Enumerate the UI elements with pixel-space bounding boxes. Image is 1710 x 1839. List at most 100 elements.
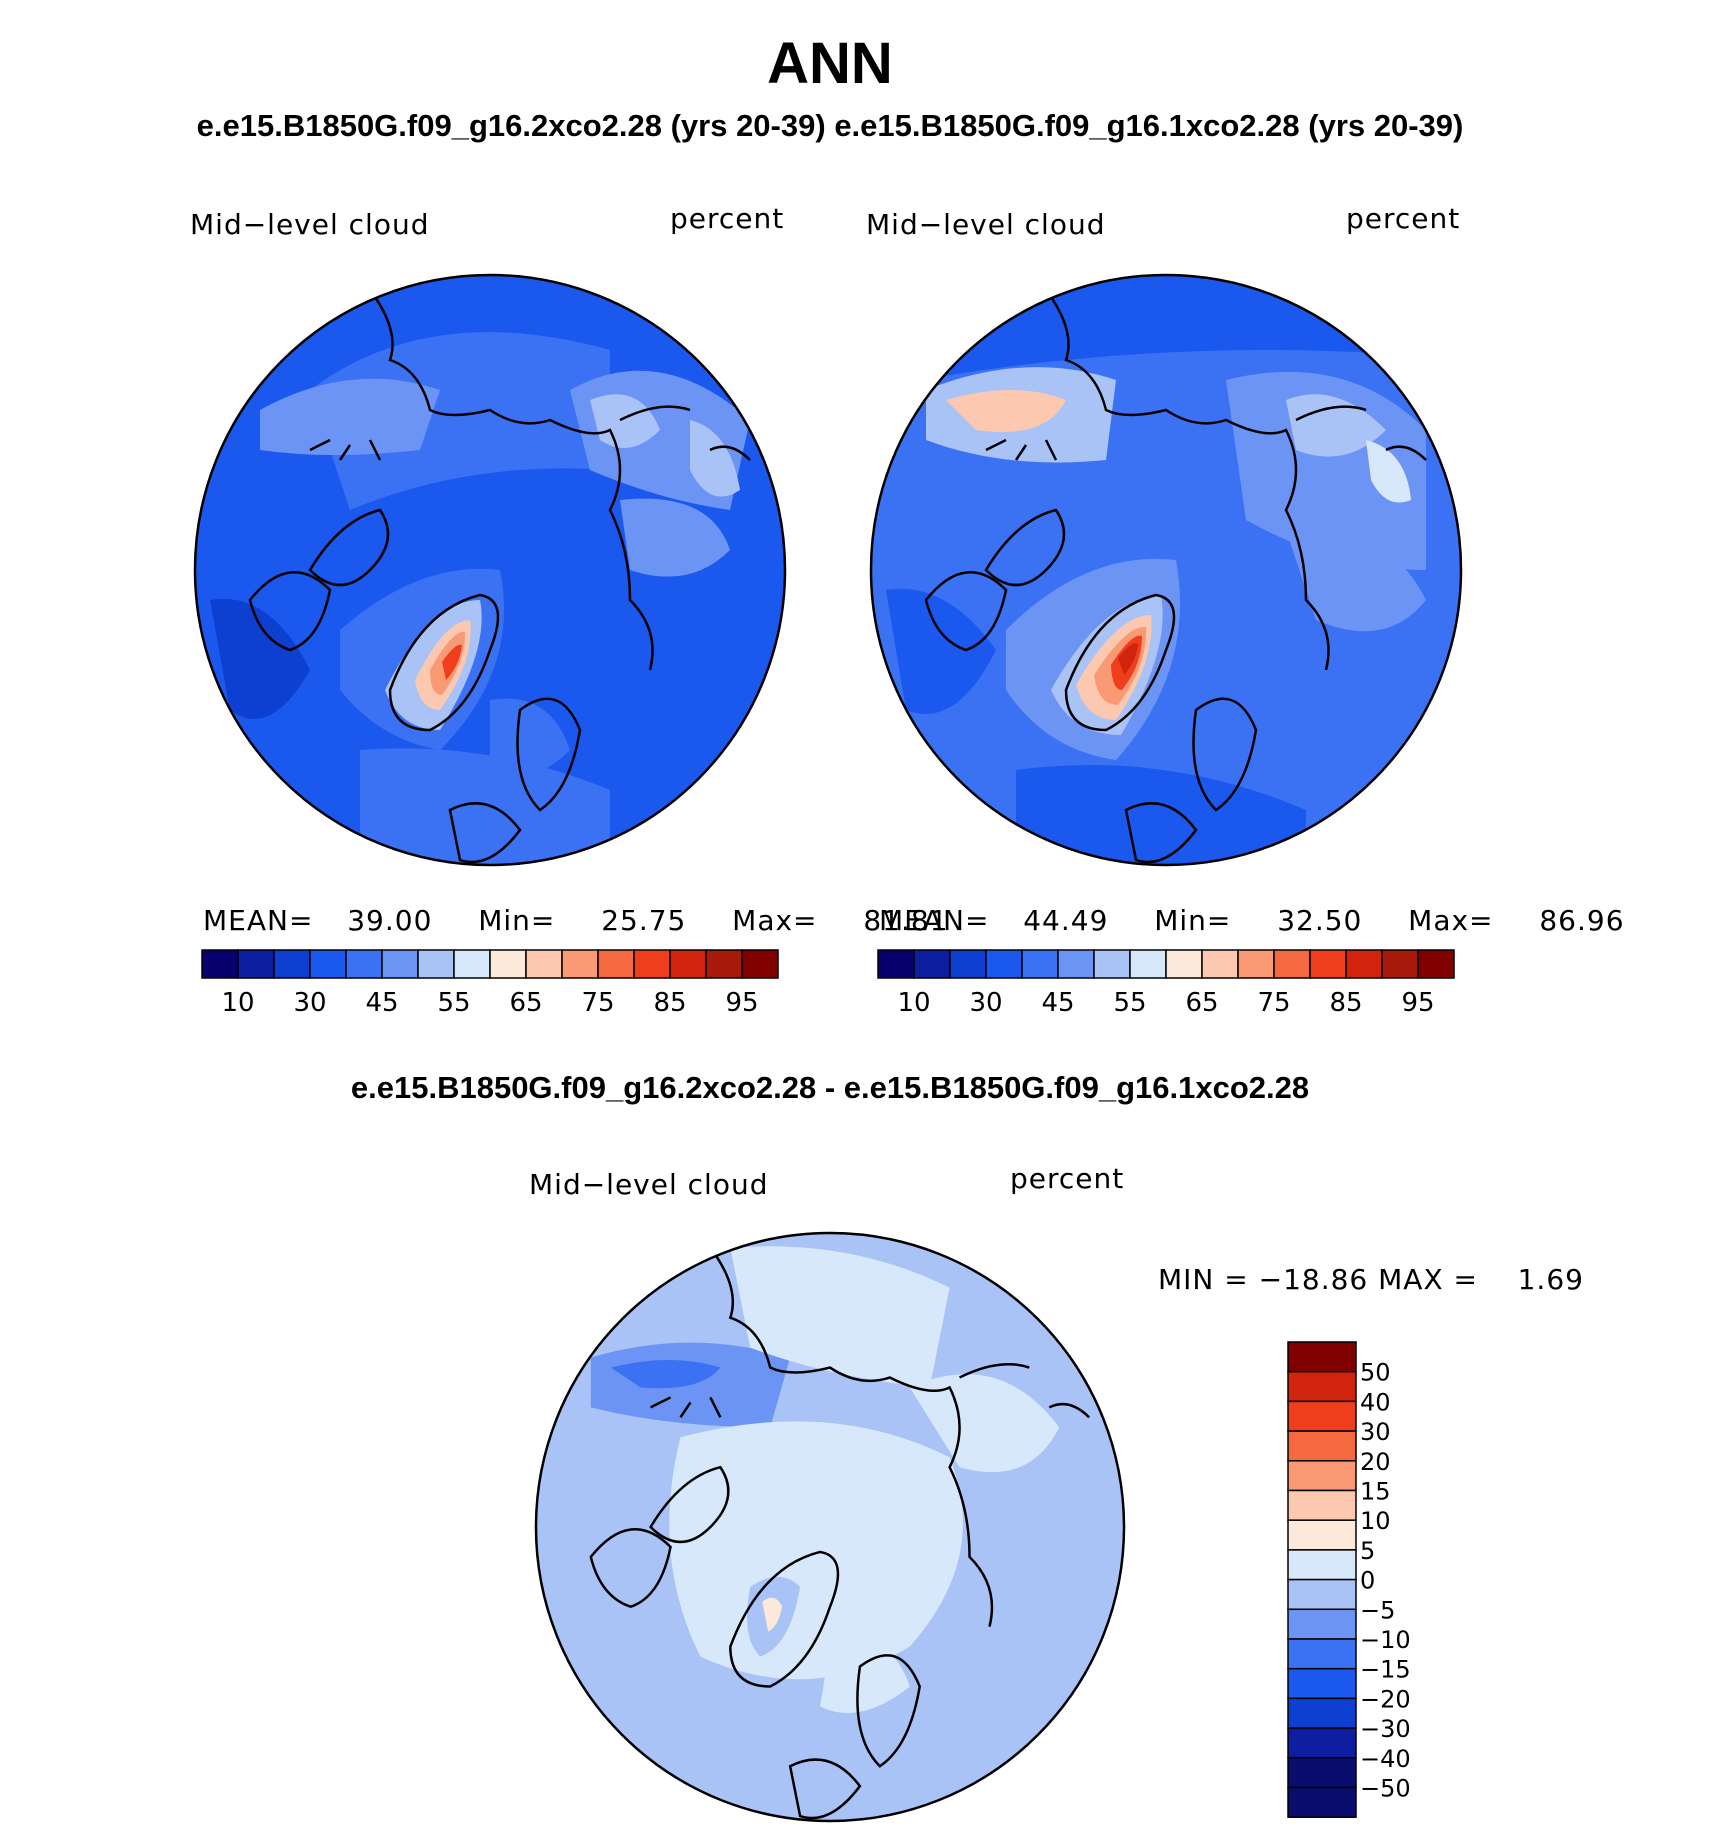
colorbar1-label: 30 (293, 988, 326, 1018)
colorbar-difference-box (1287, 1667, 1357, 1700)
map1-field-patch-scandinavia (490, 698, 570, 777)
panel1-mean-label: MEAN= (203, 904, 314, 937)
colorbar2-label: 65 (1185, 988, 1218, 1018)
colorbar-difference-box (1287, 1370, 1357, 1403)
colorbar2-box (1021, 949, 1059, 979)
colorbar2-box (1309, 949, 1347, 979)
colorbar2-box (1237, 949, 1275, 979)
colorbar2-box (1129, 949, 1167, 979)
colorbar2-label: 55 (1113, 988, 1146, 1018)
colorbar1-box (381, 949, 419, 979)
diff-field-patch-center (669, 1421, 963, 1680)
diff-field-patch-north (730, 1246, 950, 1388)
map2-field-patch-nw-warm (946, 390, 1066, 432)
diff-coastlines (589, 1247, 1091, 1820)
colorbar1-label: 95 (725, 988, 758, 1018)
panel2-min-value: 32.50 (1277, 904, 1363, 937)
diff-anomaly-greenland (762, 1597, 783, 1632)
colorbar1-box (273, 949, 311, 979)
map2-field-patch-ne-light (1286, 394, 1386, 457)
colorbar1-box (597, 949, 635, 979)
map2-field-patch-canada (886, 588, 996, 714)
colorbar-difference-label: −10 (1360, 1626, 1411, 1654)
diff-units-label: percent (1010, 1162, 1125, 1195)
panel2-variable-label: Mid−level cloud (866, 208, 1106, 241)
colorbar2-label: 75 (1257, 988, 1290, 1018)
map1-coastlines (248, 289, 751, 864)
colorbar2-box (1201, 949, 1239, 979)
colorbar1-box (525, 949, 563, 979)
panel1-units-label: percent (670, 202, 785, 235)
colorbar-difference-box (1287, 1400, 1357, 1432)
colorbar1-label: 55 (437, 988, 470, 1018)
colorbar1-box (453, 949, 491, 979)
colorbar-panel2: 10 30 45 55 65 75 85 95 (877, 949, 1455, 1018)
panel1-max-value: 81.81 (863, 904, 949, 937)
panel2-units-label: percent (1346, 202, 1461, 235)
diff-field-patch-scandinavia (820, 1641, 910, 1714)
colorbar-difference-label: −5 (1360, 1596, 1395, 1624)
colorbar-difference-label: −40 (1360, 1745, 1411, 1773)
colorbar-difference-box (1287, 1727, 1357, 1759)
colorbar1-box (633, 949, 671, 979)
colorbar-panel1: 10 30 45 55 65 75 85 95 (201, 949, 779, 1018)
colorbar2-box (1345, 949, 1383, 979)
map2-anomaly-peak (1118, 643, 1138, 675)
colorbar-difference-box (1287, 1697, 1357, 1729)
colorbar2-box (1057, 949, 1095, 979)
map2-coastlines (924, 289, 1427, 864)
colorbar-difference-label: 0 (1360, 1567, 1375, 1595)
colorbar2-box (1165, 949, 1203, 979)
colorbar1-box (669, 949, 707, 979)
colorbar2-label: 45 (1041, 988, 1074, 1018)
colorbar1-box (237, 949, 275, 979)
panel2-stats: MEAN= 44.49 Min= 32.50 Max= 86.96 (879, 904, 1625, 937)
colorbar2-box (949, 949, 987, 979)
colorbar-difference-label: 15 (1360, 1478, 1391, 1506)
panel1-mean-value: 39.00 (347, 904, 433, 937)
colorbar-difference-label: −20 (1360, 1685, 1411, 1713)
colorbar-difference-label: −30 (1360, 1715, 1411, 1743)
colorbar2-box (877, 949, 915, 979)
colorbar1-label: 45 (365, 988, 398, 1018)
map1-anomaly-core (442, 644, 462, 680)
diff-field-patch-nw-dark (610, 1360, 721, 1389)
colorbar-difference-box (1287, 1341, 1357, 1373)
panel2-min-label: Min= (1154, 904, 1232, 937)
colorbar2-label: 85 (1329, 988, 1362, 1018)
colorbar-difference-box (1287, 1430, 1357, 1462)
colorbar1-box (489, 949, 527, 979)
colorbar1-box (741, 949, 779, 979)
colorbar-difference-box (1287, 1489, 1357, 1521)
map-panel-1xco2 (869, 273, 1463, 867)
colorbar-difference-box (1287, 1549, 1357, 1581)
colorbar-difference-box (1287, 1608, 1357, 1640)
colorbar2-box (1093, 949, 1131, 979)
map1-field-patch-ne-light (590, 394, 660, 448)
colorbar2-box (985, 949, 1023, 979)
colorbar-difference-label: 5 (1360, 1537, 1375, 1565)
panel2-max-value: 86.96 (1539, 904, 1625, 937)
diff-variable-label: Mid−level cloud (529, 1168, 769, 1201)
diff-field-patch-ne (909, 1374, 1060, 1473)
diff-map-border (534, 1231, 1126, 1823)
colorbar-difference-label: −50 (1360, 1775, 1411, 1803)
map1-field-patch-canada (210, 598, 310, 719)
colorbar2-box (1273, 949, 1311, 979)
colorbar1-box (561, 949, 599, 979)
colorbar-difference-label: −15 (1360, 1656, 1411, 1684)
colorbar2-label: 10 (897, 988, 930, 1018)
map1-field-patch-east (620, 498, 730, 577)
colorbar1-label: 10 (221, 988, 254, 1018)
case-title-right: e.e15.B1850G.f09_g16.1xco2.28 (yrs 20-39… (834, 108, 1464, 143)
colorbar-difference-label: 50 (1360, 1359, 1391, 1387)
map-panel-2xco2 (193, 273, 787, 867)
panel2-mean-label: MEAN= (879, 904, 990, 937)
colorbar1-label: 75 (581, 988, 614, 1018)
panel1-stats: MEAN= 39.00 Min= 25.75 Max= 81.81 (203, 904, 949, 937)
case-titles: e.e15.B1850G.f09_g16.2xco2.28 (yrs 20-39… (0, 108, 1660, 144)
panel2-mean-value: 44.49 (1023, 904, 1109, 937)
colorbar-difference-box (1287, 1638, 1357, 1670)
colorbar-difference-box (1287, 1786, 1357, 1818)
